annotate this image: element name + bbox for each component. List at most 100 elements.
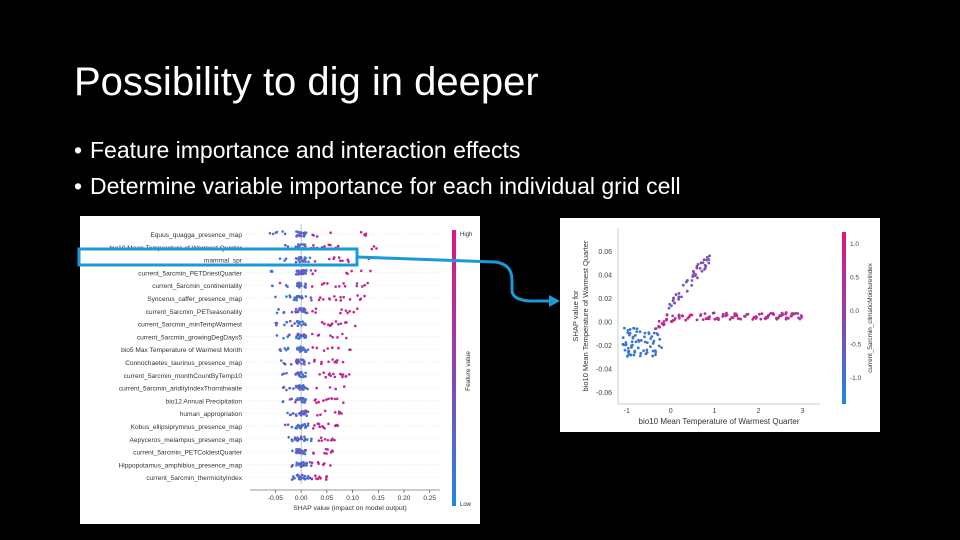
shap-point [329,334,332,337]
shap-point [299,426,303,430]
shap-point [302,360,306,364]
shap-point [295,473,299,477]
shap-point [297,384,301,388]
shap-point [275,323,278,327]
dependence-point [627,350,630,354]
shap-point [341,332,344,336]
dependence-point [632,326,636,330]
colorbar [842,232,846,404]
shap-point [316,413,319,417]
shap-point [341,259,344,263]
dependence-point [700,269,704,273]
shap-point [364,234,367,237]
shap-point [292,387,295,390]
shap-point [298,247,302,251]
dependence-point [643,335,646,339]
dependence-point [681,283,685,287]
slide-title: Possibility to dig in deeper [74,60,539,104]
shap-point [275,321,279,325]
shap-point [296,371,300,374]
shap-point [324,375,328,379]
feature-label: bio5 Max Temperature of Warmest Month [121,347,242,354]
dependence-point [776,316,780,320]
shap-point [352,310,356,314]
x-tick-label: 0.25 [423,495,436,502]
shap-point [302,243,305,246]
dependence-point [708,254,711,258]
shap-point [329,323,333,327]
shap-point [294,413,298,416]
y-tick-label: 0.04 [598,272,612,279]
shap-point [304,272,308,275]
shap-point [268,231,272,235]
shap-point [306,387,309,391]
shap-point [287,435,291,439]
shap-point [300,296,303,300]
feature-label: Connochaetes_taurinus_presence_map [125,360,242,367]
feature-label: current_5arcmin_continentality [152,283,242,290]
dependence-point [728,317,732,321]
dependence-point [633,349,637,353]
shap-point [330,397,333,400]
shap-point [338,372,342,376]
bullet-list: • Feature importance and interaction effe… [74,136,681,208]
shap-point [336,336,339,339]
shap-point [302,309,306,313]
shap-point [305,414,309,417]
shap-point [302,346,305,350]
dependence-point [784,311,788,314]
shap-point [301,385,304,389]
dependence-point [784,317,788,321]
shap-point [301,463,304,467]
shap-point [278,257,282,260]
y-tick-label: 0.00 [598,319,612,326]
shap-point [281,230,284,233]
shap-point [303,452,307,456]
dependence-point [703,263,707,267]
shap-point [278,348,282,351]
shap-point [290,310,294,314]
shap-point [344,375,348,378]
shap-point [333,411,337,414]
shap-point [299,386,302,389]
dependence-point [655,332,659,335]
colorbar-tick-label: 0.0 [850,308,859,315]
shap-point [313,424,316,427]
shap-point [303,435,306,439]
shap-point [285,388,288,392]
shap-point [342,401,345,404]
shap-point [308,460,312,464]
shap-point [326,438,330,442]
shap-point [306,410,310,413]
bullet-item: • Feature importance and interaction effe… [74,136,681,164]
shap-point [336,244,340,248]
shap-point [331,358,334,361]
x-tick-label: 2 [757,408,761,415]
shap-point [269,270,273,273]
shap-point [317,462,320,466]
shap-point [341,360,345,364]
shap-point [334,298,338,302]
y-axis-label: SHAP value for [571,290,580,342]
shap-point [303,400,307,404]
shap-point [294,400,297,404]
shap-point [359,297,363,300]
shap-point [303,422,307,426]
dependence-point [657,344,661,348]
shap-point [347,247,351,251]
shap-point [325,475,328,479]
shap-point [334,387,337,391]
shap-point [318,425,321,429]
shap-point [304,371,307,375]
shap-point [279,359,283,362]
shap-point [369,269,372,273]
shap-point [287,333,291,337]
shap-point [275,311,279,315]
x-axis-label: bio10 Mean Temperature of Warmest Quarte… [639,417,800,426]
shap-summary-svg: Equus_quagga_presence_map bio10 Mean Temp… [109,224,472,512]
dependence-point [703,266,707,270]
shap-point [318,296,322,299]
shap-point [335,397,339,401]
dependence-point [626,346,630,350]
shap-point [320,283,324,286]
